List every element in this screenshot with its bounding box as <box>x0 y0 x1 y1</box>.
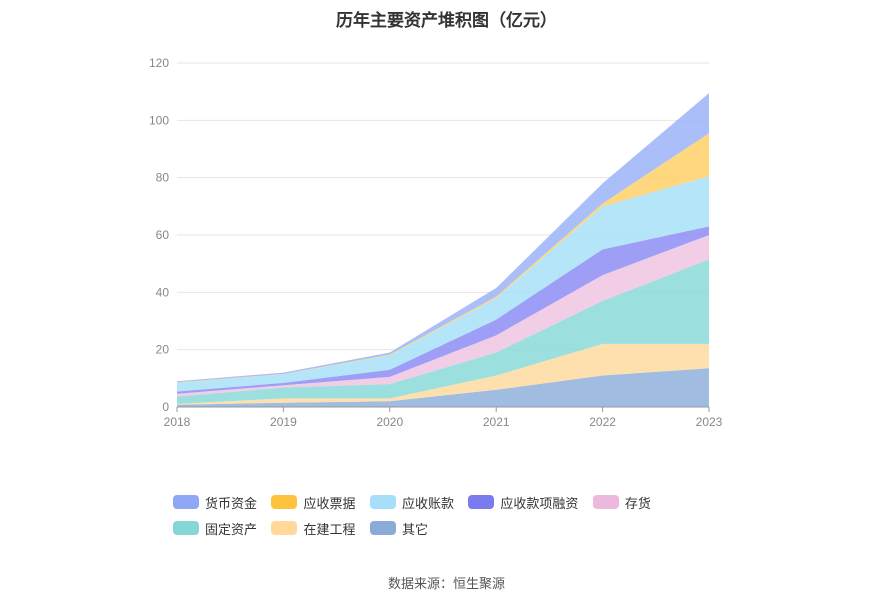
area-series <box>177 93 709 407</box>
area-series-在建工程[interactable] <box>177 343 709 405</box>
area-series-其它[interactable] <box>177 368 709 407</box>
legend-label: 货币资金 <box>205 495 258 511</box>
area-series-固定资产[interactable] <box>177 259 709 404</box>
legend-label: 固定资产 <box>205 521 258 537</box>
legend-item[interactable]: 在建工程 <box>271 520 356 537</box>
legend-label: 存货 <box>624 495 651 511</box>
x-tick-label: 2018 <box>164 415 191 429</box>
y-tick-label: 20 <box>156 343 170 357</box>
legend-label: 在建工程 <box>303 521 356 537</box>
legend-item[interactable]: 其它 <box>369 520 428 537</box>
legend-item[interactable]: 应收账款 <box>369 494 454 511</box>
legend-item[interactable]: 应收款项融资 <box>468 494 579 511</box>
legend-item[interactable]: 货币资金 <box>173 494 258 511</box>
x-tick-label: 2020 <box>376 415 403 429</box>
area-series-应收款项融资[interactable] <box>177 226 709 394</box>
legend-swatch <box>173 495 199 509</box>
area-series-货币资金[interactable] <box>177 93 709 383</box>
source-note: 数据来源：恒生聚源 <box>387 576 505 591</box>
y-tick-label: 80 <box>156 171 170 185</box>
legend-swatch <box>468 495 495 509</box>
legend-item[interactable]: 应收票据 <box>271 494 356 511</box>
legend-label: 应收账款 <box>401 495 454 511</box>
legend-label: 应收票据 <box>303 495 356 511</box>
legend-swatch <box>271 521 298 535</box>
chart-title: 历年主要资产堆积图（亿元） <box>336 11 557 30</box>
x-tick-label: 2021 <box>483 415 510 429</box>
legend-label: 应收款项融资 <box>500 495 579 511</box>
legend-item[interactable]: 存货 <box>592 494 651 511</box>
legend-item[interactable]: 固定资产 <box>173 520 258 537</box>
legend-swatch <box>369 521 396 535</box>
x-tick-label: 2019 <box>270 415 297 429</box>
legend: 货币资金 应收票据 应收账款 应收款项融资 存货 固定资产 在建工程 其它 <box>173 494 753 546</box>
legend-swatch <box>271 495 298 509</box>
legend-swatch <box>173 521 199 535</box>
y-tick-label: 100 <box>149 113 169 127</box>
y-tick-label: 0 <box>162 400 169 414</box>
area-series-应收账款[interactable] <box>177 176 709 392</box>
legend-swatch <box>369 495 396 509</box>
y-tick-label: 40 <box>156 285 170 299</box>
legend-label: 其它 <box>401 521 428 537</box>
legend-swatch <box>592 495 619 509</box>
axes: 0 20 40 60 80 100 120 2018 2019 2020 2021 2022 2023 <box>149 56 723 429</box>
y-tick-label: 120 <box>149 56 169 70</box>
area-series-存货[interactable] <box>177 235 709 397</box>
x-tick-label: 2022 <box>589 415 616 429</box>
x-tick-label: 2023 <box>696 415 723 429</box>
y-tick-label: 60 <box>156 228 170 242</box>
